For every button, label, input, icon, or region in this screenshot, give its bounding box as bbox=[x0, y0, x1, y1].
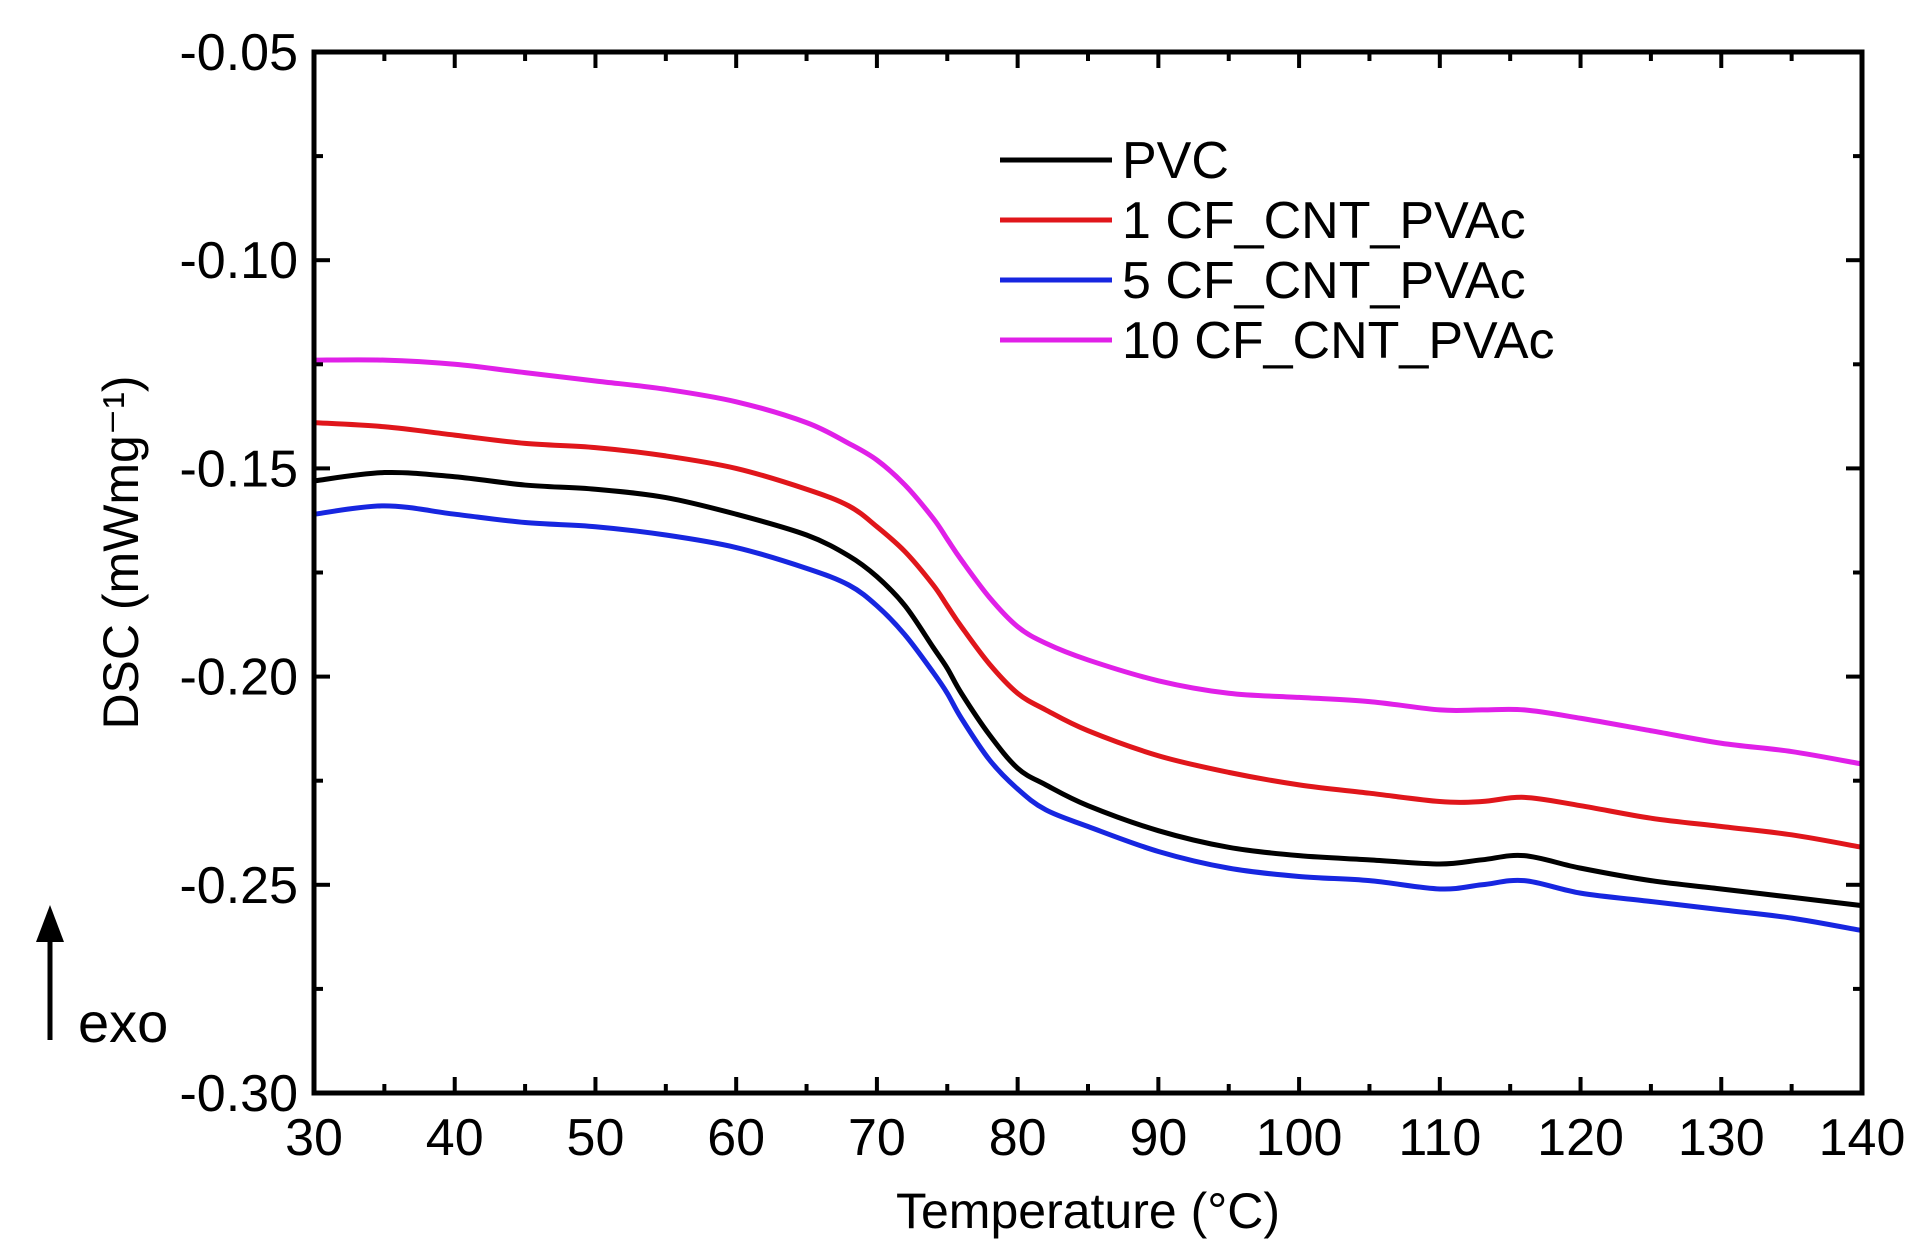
series-line-4 bbox=[311, 357, 1865, 767]
x-tick-label: 140 bbox=[1819, 1109, 1906, 1167]
plot-frame bbox=[311, 49, 1865, 1096]
x-tick-label: 80 bbox=[989, 1109, 1047, 1167]
series-layer bbox=[311, 357, 1865, 934]
x-tick-label: 70 bbox=[848, 1109, 906, 1167]
x-axis-title: Temperature (°C) bbox=[896, 1183, 1280, 1239]
x-tick-label: 120 bbox=[1537, 1109, 1624, 1167]
x-tick-label: 40 bbox=[426, 1109, 484, 1167]
exo-annotation: exo bbox=[36, 905, 168, 1054]
legend-label-1: PVC bbox=[1122, 132, 1229, 190]
y-tick-label: -0.10 bbox=[179, 232, 298, 290]
y-tick-label: -0.20 bbox=[179, 649, 298, 707]
x-tick-label: 60 bbox=[707, 1109, 765, 1167]
y-tick-label: -0.15 bbox=[179, 440, 298, 498]
y-axis-title: DSC (mWmg⁻¹) bbox=[93, 375, 149, 729]
y-tick-label: -0.25 bbox=[179, 857, 298, 915]
x-tick-label: 90 bbox=[1129, 1109, 1187, 1167]
series-line-1 bbox=[311, 469, 1865, 909]
x-tick-label: 110 bbox=[1398, 1109, 1481, 1167]
y-tick-label: -0.05 bbox=[179, 24, 298, 82]
series-line-2 bbox=[311, 420, 1865, 850]
x-tick-label: 130 bbox=[1678, 1109, 1765, 1167]
exo-label: exo bbox=[78, 991, 168, 1054]
x-tick-label: 100 bbox=[1256, 1109, 1343, 1167]
exo-arrow-head-icon bbox=[36, 905, 64, 942]
legend-label-4: 10 CF_CNT_PVAc bbox=[1122, 312, 1555, 370]
y-tick-label: -0.30 bbox=[179, 1065, 298, 1123]
x-tick-label: 30 bbox=[285, 1109, 343, 1167]
ticks-layer: 30 40 50 60 70 80 90 100 110 120 130 140 -0.30 -0.25 -… bbox=[179, 24, 1905, 1167]
series-line-3 bbox=[311, 503, 1865, 934]
legend-label-2: 1 CF_CNT_PVAc bbox=[1122, 192, 1526, 250]
legend-label-3: 5 CF_CNT_PVAc bbox=[1122, 252, 1526, 310]
x-tick-label: 50 bbox=[567, 1109, 625, 1167]
